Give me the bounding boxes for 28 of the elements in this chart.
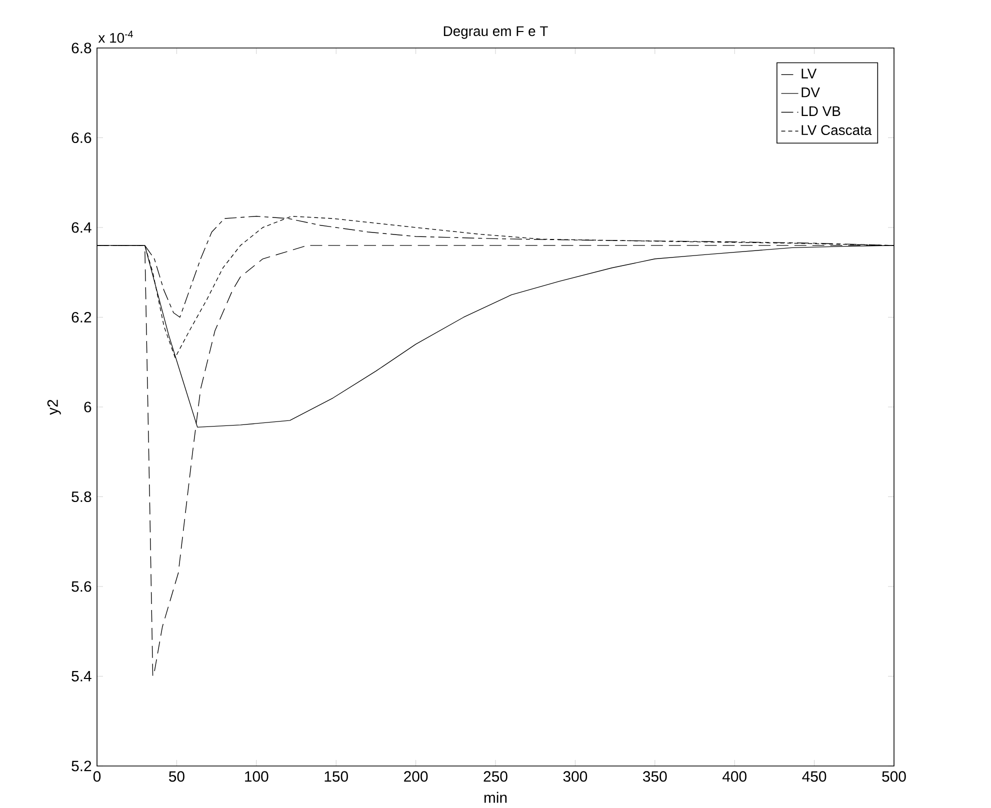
- text: x 10$^{-4}$: [98, 30, 133, 43]
- legend-label: LD VB: [802, 106, 840, 116]
- x-tick-label: 400: [722, 771, 746, 782]
- x-tick-label: 350: [643, 771, 667, 782]
- y-axis-title: y2: [47, 400, 61, 415]
- x-tick-label: 500: [882, 771, 906, 782]
- y-tick-label: 6: [84, 402, 92, 412]
- y-tick-label: 5.4: [72, 671, 92, 682]
- legend-label: LV Cascata: [802, 125, 872, 136]
- y-tick-label: 5.6: [72, 581, 92, 592]
- x-axis-title: min: [484, 792, 507, 803]
- y-tick-label: 5.2: [72, 760, 92, 772]
- y-tick-label: 6.6: [72, 132, 92, 144]
- x-tick-label: 0: [93, 771, 101, 782]
- x-tick-label: 300: [563, 771, 588, 782]
- y-tick-label: 5.8: [72, 492, 92, 502]
- legend-label: LV: [802, 68, 817, 78]
- x-tick-label: 250: [484, 771, 508, 782]
- legend-label: DV: [802, 88, 820, 98]
- x-tick-label: 450: [802, 771, 826, 782]
- x-tick-label: 150: [324, 771, 348, 782]
- chart-title: Degrau em F e T: [444, 26, 548, 39]
- x-tick-label: 100: [245, 771, 268, 782]
- y-tick-label: 6.2: [72, 312, 92, 323]
- x-tick-label: 50: [168, 771, 184, 782]
- x-tick-label: 200: [404, 771, 428, 782]
- y-tick-label: 6.4: [72, 222, 92, 233]
- y-tick-label: 6.8: [72, 42, 92, 54]
